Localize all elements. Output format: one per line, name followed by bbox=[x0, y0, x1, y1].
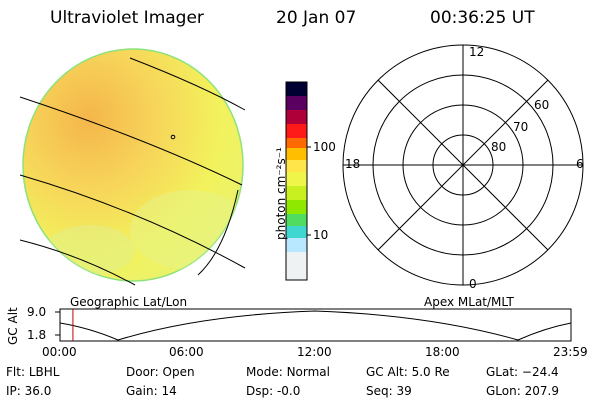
polar-label-6: 6 bbox=[576, 157, 584, 171]
strip-ytick-high: 9.0 bbox=[27, 305, 47, 319]
strip-time-tick: 12:00 bbox=[297, 345, 332, 359]
instrument-title: Ultraviolet Imager bbox=[50, 8, 204, 28]
status-door: Door: Open bbox=[126, 365, 195, 379]
polar-label-0: 0 bbox=[469, 277, 477, 291]
strip-time-tick: 06:00 bbox=[169, 345, 204, 359]
status-mode: Mode: Normal bbox=[246, 365, 330, 379]
strip-right-caption: Apex MLat/MLT bbox=[424, 295, 514, 309]
polar-ring-80: 80 bbox=[491, 140, 507, 154]
time-label: 00:36:25 UT bbox=[430, 8, 535, 28]
status-seq: Seq: 39 bbox=[366, 384, 412, 398]
colorbar-tick-10: 10 bbox=[313, 228, 329, 242]
polar-plot bbox=[342, 44, 584, 286]
colorbar bbox=[285, 81, 311, 281]
colorbar-units-label: photon cm⁻²s⁻¹ bbox=[274, 147, 288, 240]
status-glat: GLat: −24.4 bbox=[486, 365, 559, 379]
status-gain: Gain: 14 bbox=[126, 384, 177, 398]
marker-dot bbox=[170, 134, 176, 140]
polar-label-12: 12 bbox=[469, 45, 485, 59]
strip-ytick-low: 1.8 bbox=[27, 328, 47, 342]
colorbar-tick-100: 100 bbox=[313, 140, 336, 154]
polar-ring-70: 70 bbox=[513, 120, 529, 134]
strip-ylabel: GC Alt bbox=[6, 307, 20, 345]
status-dsp: Dsp: -0.0 bbox=[246, 384, 301, 398]
altitude-strip bbox=[55, 308, 572, 342]
status-gc-alt: GC Alt: 5.0 Re bbox=[366, 365, 450, 379]
uv-earth-image bbox=[22, 48, 244, 282]
strip-left-caption: Geographic Lat/Lon bbox=[70, 295, 188, 309]
status-glon: GLon: 207.9 bbox=[486, 384, 559, 398]
geo-grid-lines bbox=[19, 57, 246, 286]
status-filter: Flt: LBHL bbox=[6, 365, 60, 379]
polar-ring-60: 60 bbox=[534, 98, 550, 112]
status-ip: IP: 36.0 bbox=[6, 384, 52, 398]
polar-label-18: 18 bbox=[345, 157, 361, 171]
strip-time-tick: 23:59 bbox=[553, 345, 588, 359]
strip-time-tick: 00:00 bbox=[42, 345, 77, 359]
strip-time-tick: 18:00 bbox=[425, 345, 460, 359]
date-label: 20 Jan 07 bbox=[276, 8, 357, 28]
